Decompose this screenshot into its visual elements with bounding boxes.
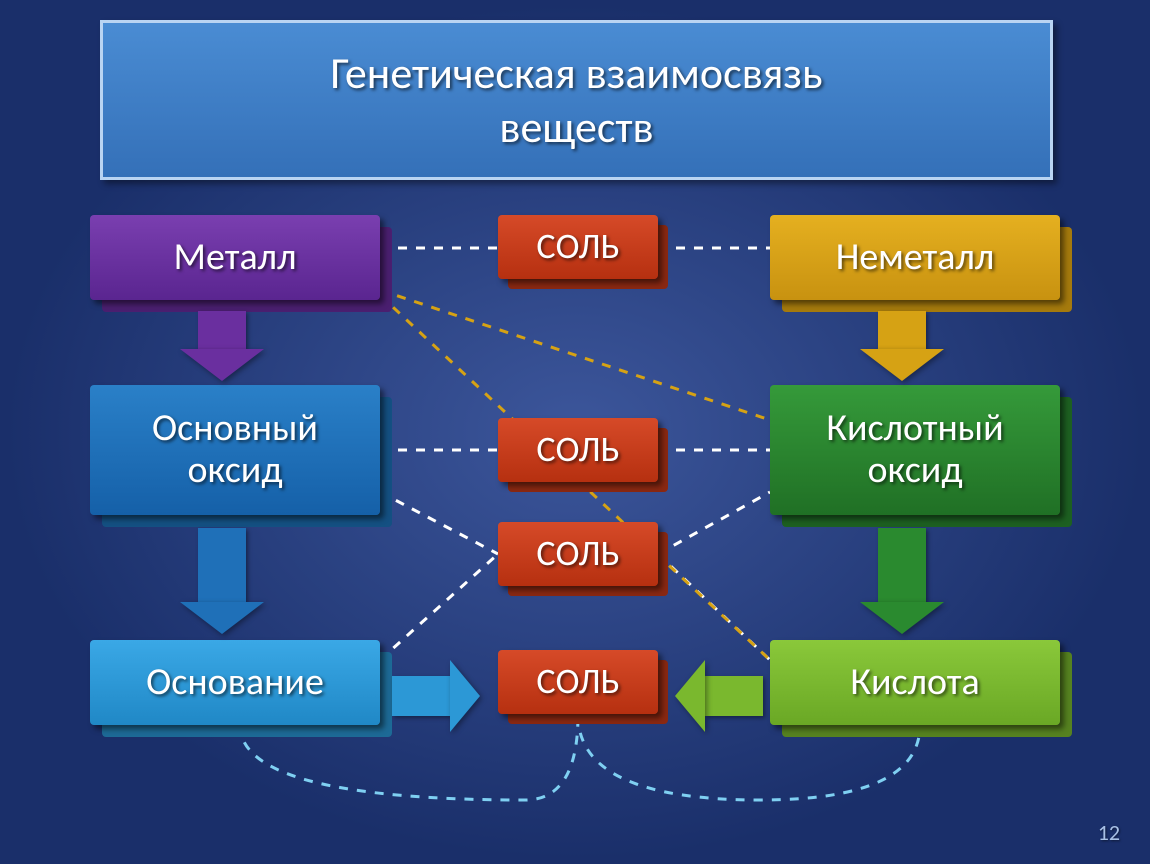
metal-box: Металл: [90, 215, 380, 300]
arrow-base-salt4: [392, 660, 480, 732]
salt3-box: СОЛЬ: [498, 522, 658, 586]
basoxide-label-1: Основный: [152, 408, 318, 450]
salt1-box: СОЛЬ: [498, 215, 658, 279]
nonmetal-label: Неметалл: [836, 237, 995, 279]
salt4-box: СОЛЬ: [498, 650, 658, 714]
salt2-box: СОЛЬ: [498, 418, 658, 482]
acid-label: Кислота: [850, 662, 979, 704]
arrow-acoxide-acid: [878, 528, 944, 634]
salt3-label: СОЛЬ: [536, 534, 619, 574]
salt4-label: СОЛЬ: [536, 662, 619, 702]
salt2-label: СОЛЬ: [536, 430, 619, 470]
acid-box: Кислота: [770, 640, 1060, 725]
basoxide-box: Основный оксид: [90, 385, 380, 515]
acoxide-label-1: Кислотный: [826, 408, 1003, 450]
acoxide-box: Кислотный оксид: [770, 385, 1060, 515]
base-box: Основание: [90, 640, 380, 725]
title-line1: Генетическая взаимосвязь: [330, 46, 822, 100]
salt1-label: СОЛЬ: [536, 227, 619, 267]
page-number: 12: [1098, 819, 1120, 846]
title-box: Генетическая взаимосвязь веществ: [100, 20, 1053, 180]
base-label: Основание: [146, 662, 324, 704]
nonmetal-box: Неметалл: [770, 215, 1060, 300]
arrow-metal-basoxide: [198, 311, 264, 381]
arrow-nonmetal-acoxide: [878, 311, 944, 381]
acoxide-label-2: оксид: [826, 450, 1003, 492]
arrow-basoxide-base: [198, 528, 264, 634]
metal-label: Металл: [174, 237, 297, 279]
basoxide-label-2: оксид: [152, 450, 318, 492]
arrow-acid-salt4: [675, 660, 763, 732]
title-line2: веществ: [330, 100, 822, 154]
